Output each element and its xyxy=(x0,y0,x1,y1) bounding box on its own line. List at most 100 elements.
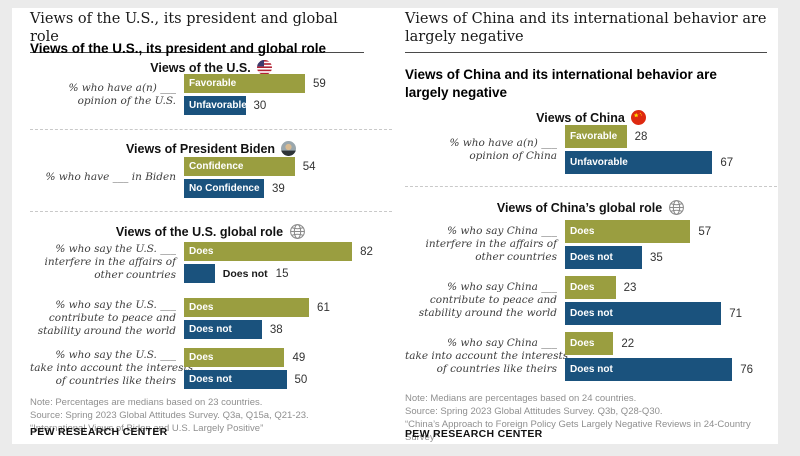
bar-pair: Does 49 Does not 50 xyxy=(184,348,307,389)
bar-does-not: Does not xyxy=(184,370,287,389)
chart-row-us-opinion: % who have a(n) ___ opinion of the U.S. … xyxy=(30,74,392,115)
bar-value: 54 xyxy=(302,160,316,173)
bar-line: Does 61 xyxy=(184,298,330,317)
bar-line: Confidence 54 xyxy=(184,157,315,176)
bar-value: 49 xyxy=(292,351,306,364)
bar-pair: Does 82 Does not 15 xyxy=(184,242,373,283)
bar-does-not: Does not xyxy=(565,302,722,325)
bar-value: 38 xyxy=(269,323,283,336)
question-line: contribute to peace and xyxy=(429,294,557,307)
section-heading-us-global-role: Views of the U.S. global role xyxy=(30,223,392,240)
bar-pair: Does 23 Does not 71 xyxy=(565,276,742,325)
chart-row-biden: % who have ___ in Biden Confidence 54 No… xyxy=(30,157,392,198)
bar-value: 35 xyxy=(650,251,663,264)
bar-does-not: Does not xyxy=(184,320,262,339)
chart-row-china-opinion: % who have a(n) ___ opinion of China Fav… xyxy=(405,125,777,174)
footnotes: Note: Percentages are medians based on 2… xyxy=(30,396,392,435)
section-heading-views-of-us: Views of the U.S. xyxy=(30,60,392,75)
bar-label: No Confidence xyxy=(189,183,260,194)
bar-does-not xyxy=(184,264,215,283)
section-heading-china-global-role: Views of China’s global role xyxy=(405,199,777,216)
bar-label: Confidence xyxy=(189,161,244,172)
chart-row-us-interests: % who say the U.S. ___ take into account… xyxy=(30,348,392,389)
bar-value: 61 xyxy=(317,301,330,314)
report-title-line: “International Views of Biden and U.S. L… xyxy=(30,423,264,435)
bar-line: Favorable 59 xyxy=(184,74,326,93)
bar-line: Does not 71 xyxy=(565,302,742,325)
bar-label: Does xyxy=(189,352,214,363)
bar-does: Does xyxy=(565,220,691,243)
bar-line: Favorable 28 xyxy=(565,125,733,148)
footnotes: Note: Medians are percentages based on 2… xyxy=(405,392,777,444)
panel-china: Views of China and its international beh… xyxy=(405,8,777,444)
bar-value: 28 xyxy=(634,130,648,143)
panel-china-headline: Views of China and its international beh… xyxy=(405,10,767,54)
bar-label: Does not xyxy=(189,374,232,385)
bar-does: Does xyxy=(184,298,310,317)
bar-no-confidence: No Confidence xyxy=(184,179,264,198)
bar-value: 67 xyxy=(720,156,734,169)
bar-line: Does not 76 xyxy=(565,358,753,381)
question-line: take into account the interests xyxy=(30,362,194,375)
question-line: % who have a(n) ___ xyxy=(68,81,176,94)
bar-pair: Does 22 Does not 76 xyxy=(565,332,753,381)
bar-label: Does xyxy=(570,338,595,349)
panel-china-title: Views of China and its international beh… xyxy=(405,67,717,100)
bar-does: Does xyxy=(184,348,285,367)
question-line: other countries xyxy=(94,268,176,281)
bar-does: Does xyxy=(184,242,353,261)
section-divider xyxy=(30,211,392,212)
bar-value: 39 xyxy=(271,182,285,195)
question-line: contribute to peace and xyxy=(48,312,176,325)
bar-value: 23 xyxy=(623,281,637,294)
question-label: % who say China ___ interfere in the aff… xyxy=(405,225,557,263)
bar-line: No Confidence 39 xyxy=(184,179,315,198)
note-line: Note: Percentages are medians based on 2… xyxy=(30,397,263,408)
question-line: other countries xyxy=(475,250,557,263)
bar-label: Unfavorable xyxy=(189,100,247,111)
section-divider xyxy=(405,186,777,187)
bar-value: 50 xyxy=(294,373,308,386)
note-line: Note: Medians are percentages based on 2… xyxy=(405,393,637,404)
bar-label: Does xyxy=(570,226,595,237)
question-label: % who say the U.S. ___ interfere in the … xyxy=(30,243,176,281)
chart-row-china-interests: % who say China ___ take into account th… xyxy=(405,332,777,381)
pew-research-center-wordmark: PEW RESEARCH CENTER xyxy=(405,428,543,440)
bar-value: 82 xyxy=(360,245,373,258)
section-heading-biden: Views of President Biden xyxy=(30,141,392,156)
question-line: % who say the U.S. ___ xyxy=(55,243,176,256)
bar-line: Does 57 xyxy=(565,220,711,243)
bar-label: Does not xyxy=(189,324,232,335)
question-line: of countries like theirs xyxy=(436,362,557,375)
section-heading-label: Views of China’s global role xyxy=(496,200,663,215)
report-title-line: “China’s Approach to Foreign Policy Gets… xyxy=(405,419,751,444)
section-heading-label: Views of the U.S. global role xyxy=(115,224,284,239)
bar-does-not: Does not xyxy=(565,358,733,381)
question-line: % who say the U.S. ___ xyxy=(55,299,176,312)
bar-favorable: Favorable xyxy=(565,125,627,148)
question-line: % who say China ___ xyxy=(447,225,557,238)
chart-row-china-interfere: % who say China ___ interfere in the aff… xyxy=(405,220,777,269)
section-heading-label: Views of the U.S. xyxy=(150,60,251,75)
bar-line: Does 22 xyxy=(565,332,753,355)
bar-pair: Confidence 54 No Confidence 39 xyxy=(184,157,315,198)
bar-line: Does not 35 xyxy=(565,246,711,269)
bar-line: Does not 50 xyxy=(184,370,307,389)
us-flag-icon xyxy=(256,60,272,75)
panel-us: Views of the U.S., its president and glo… xyxy=(30,8,392,444)
bar-label: Does xyxy=(570,282,595,293)
source-line: Source: Spring 2023 Global Attitudes Sur… xyxy=(405,406,663,418)
question-line: % who have a(n) ___ xyxy=(449,136,557,149)
bar-line: Does 23 xyxy=(565,276,742,299)
bar-value: 71 xyxy=(729,307,742,320)
question-label: % who say China ___ take into account th… xyxy=(405,337,568,375)
question-line: stability around the world xyxy=(37,324,176,337)
source-line: Source: Spring 2023 Global Attitudes Sur… xyxy=(30,410,309,422)
report-card: Views of the U.S., its president and glo… xyxy=(12,8,778,444)
bar-value: 57 xyxy=(698,225,712,238)
china-flag-icon xyxy=(630,110,646,125)
bar-pair: Favorable 59 Unfavorable 30 xyxy=(184,74,326,115)
bar-label: Does xyxy=(189,302,214,313)
panel-us-headline: Views of the U.S., its president and glo… xyxy=(30,10,364,54)
